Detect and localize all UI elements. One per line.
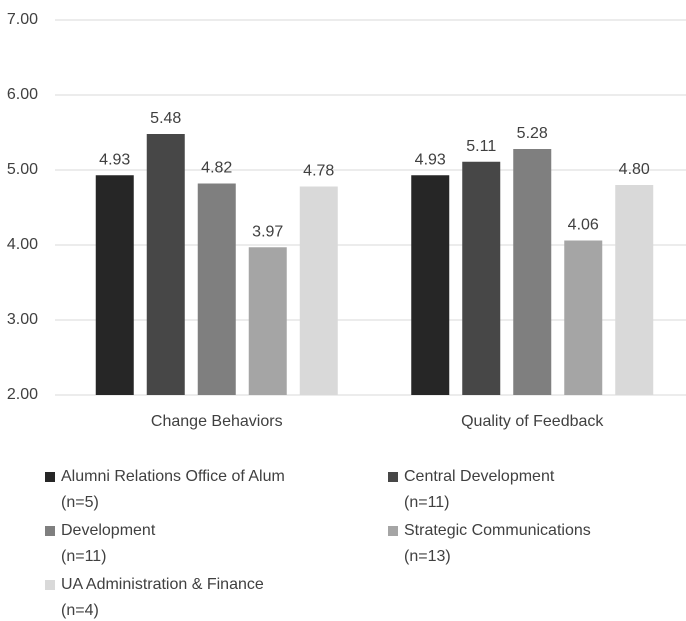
bar [248, 247, 287, 395]
value-label: 4.93 [99, 151, 130, 168]
value-label: 5.48 [150, 110, 181, 127]
y-tick-label: 5.00 [7, 161, 38, 178]
y-tick-label: 4.00 [7, 236, 38, 253]
bar [411, 175, 450, 395]
bar [299, 186, 338, 395]
value-label: 4.82 [201, 160, 232, 177]
legend-swatch [45, 580, 55, 590]
x-tick-label: Change Behaviors [151, 413, 283, 430]
y-tick-label: 6.00 [7, 86, 38, 103]
legend-label: Alumni Relations Office of Alum (n=5) [61, 468, 285, 511]
legend-label: Central Development (n=11) [404, 468, 555, 511]
bar [564, 240, 603, 395]
legend-swatch [45, 526, 55, 536]
value-label: 3.97 [252, 223, 283, 240]
bar [197, 183, 236, 395]
value-label: 5.11 [466, 138, 496, 155]
legend-swatch [388, 472, 398, 482]
bar [462, 161, 501, 395]
legend-swatch [45, 472, 55, 482]
legend-label: Strategic Communications (n=13) [404, 522, 591, 565]
bar [615, 185, 654, 395]
legend-swatch [388, 526, 398, 536]
legend-label: UA Administration & Finance (n=4) [61, 576, 264, 619]
legend-label: Development (n=11) [61, 522, 156, 565]
value-label: 4.78 [303, 163, 334, 180]
value-label: 4.80 [619, 161, 650, 178]
y-tick-label: 7.00 [7, 11, 38, 28]
y-tick-label: 2.00 [7, 386, 38, 403]
value-label: 5.28 [517, 125, 548, 142]
bar [146, 134, 185, 395]
y-tick-label: 3.00 [7, 311, 38, 328]
x-tick-label: Quality of Feedback [461, 413, 604, 430]
bar [513, 149, 552, 395]
bar [95, 175, 134, 395]
value-label: 4.06 [568, 217, 599, 234]
value-label: 4.93 [415, 151, 446, 168]
